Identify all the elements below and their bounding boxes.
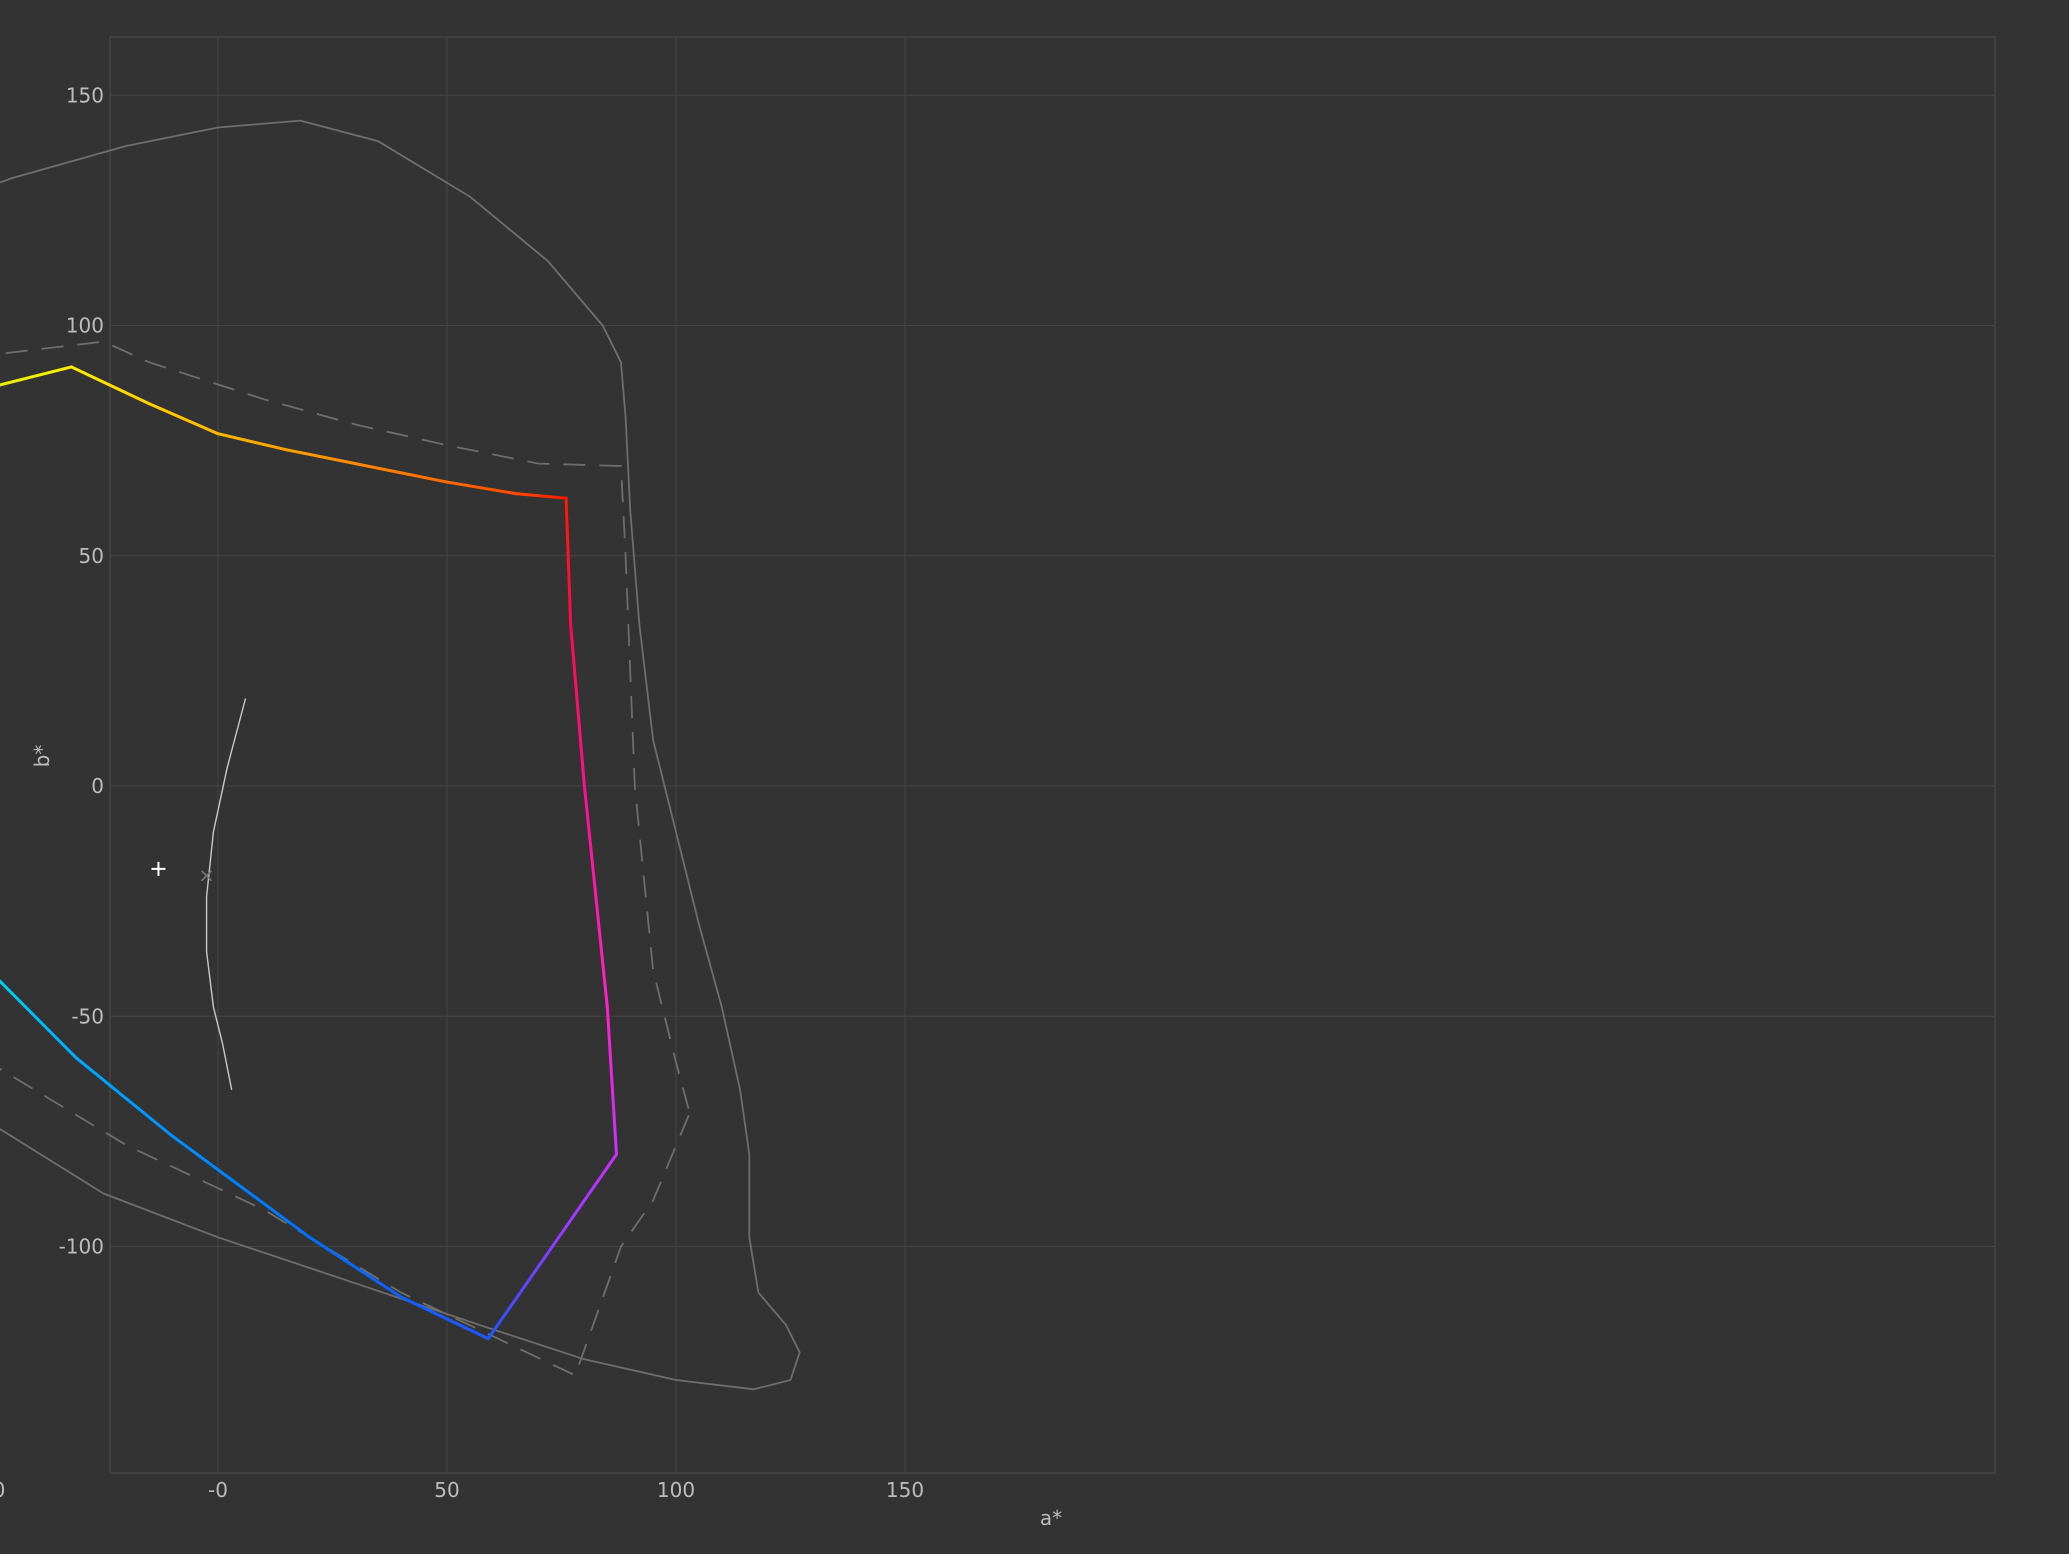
x-axis-title: a*: [1040, 1506, 1062, 1530]
gamut-segment: [147, 402, 220, 436]
gamut-segment: [486, 1245, 554, 1341]
y-axis-title: b*: [30, 745, 54, 768]
gamut-segment: [564, 496, 573, 627]
reference-gamut-lower: [0, 1067, 691, 1377]
reference-gamut-upper: [0, 340, 691, 1114]
x-tick-label: 150: [886, 1478, 924, 1502]
marker-layer: [151, 861, 213, 882]
plot-frame: [109, 36, 1996, 1474]
gamut-segment: [74, 1056, 174, 1138]
y-tick-label: 100: [66, 314, 104, 338]
gamut-segment: [353, 462, 449, 484]
gamut-segment: [10, 991, 78, 1060]
gamut-segment: [285, 448, 357, 466]
tick-layer: -200-150-100-50-050100150150100500-50-10…: [0, 83, 924, 1502]
y-tick-label: 0: [91, 774, 104, 798]
gamut-segment: [69, 365, 151, 406]
y-tick-label: 150: [66, 83, 104, 107]
x-tick-label: -50: [0, 1478, 5, 1502]
grid-layer: [110, 37, 1995, 1473]
y-tick-label: -100: [59, 1235, 104, 1259]
white-point-curve: [205, 698, 247, 1091]
spectral-locus: [0, 119, 801, 1391]
series-layer: [0, 365, 618, 1341]
x-tick-label: 50: [434, 1478, 459, 1502]
gamut-segment: [582, 784, 609, 1009]
cross-marker: [200, 870, 213, 882]
gamut-segment: [216, 432, 289, 452]
gamut-segment: [399, 1295, 490, 1341]
gamut-segment: [514, 492, 568, 500]
y-tick-label: -50: [71, 1004, 104, 1028]
gamut-segment: [569, 623, 586, 788]
gamut-segment: [550, 1152, 618, 1248]
gamut-segment: [605, 1005, 618, 1156]
gamut-segment: [445, 480, 518, 496]
plus-marker: [151, 861, 166, 876]
gamut-segment: [308, 1235, 403, 1299]
x-tick-label: 100: [657, 1478, 695, 1502]
gamut-segment: [170, 1134, 312, 1239]
gamut-segment: [0, 365, 73, 387]
x-tick-label: -0: [208, 1478, 228, 1502]
gamut-segment: [0, 979, 14, 995]
reference-layer: [0, 119, 801, 1391]
y-tick-label: 50: [79, 544, 104, 568]
